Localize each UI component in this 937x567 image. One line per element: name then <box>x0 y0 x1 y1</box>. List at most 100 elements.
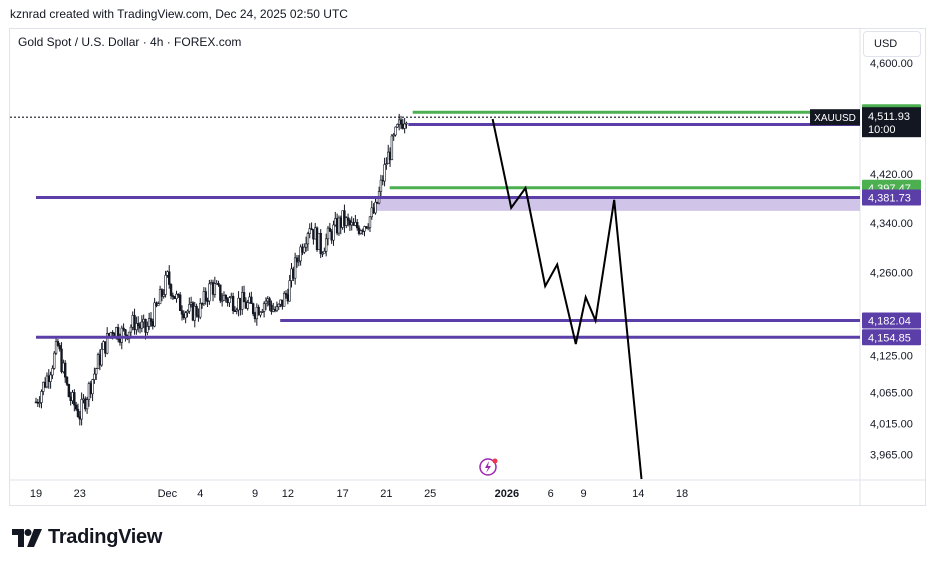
candle-body <box>295 257 299 263</box>
candle-body <box>51 368 54 376</box>
chart-frame <box>9 28 926 506</box>
candle-body <box>277 303 280 307</box>
candle-body <box>326 227 330 240</box>
candle-body <box>368 216 372 228</box>
candle-body <box>235 309 238 312</box>
candle-body <box>257 306 260 316</box>
candle-body <box>80 399 83 420</box>
x-tick-label: 23 <box>74 488 86 500</box>
candle-body <box>162 294 165 297</box>
y-tick-label: 4,065.00 <box>870 388 913 400</box>
candle-body <box>73 392 76 406</box>
x-tick-label: 9 <box>252 488 258 500</box>
candle-body <box>91 379 94 395</box>
candle-body <box>116 327 120 340</box>
candle-body <box>129 326 133 333</box>
candle-body <box>250 296 253 304</box>
x-tick-label: 18 <box>676 488 688 500</box>
y-tick-label: 4,420.00 <box>870 169 913 181</box>
candle-body <box>208 283 211 302</box>
candle-body <box>169 284 173 296</box>
x-tick-label: Dec <box>158 488 178 500</box>
candle-body <box>140 321 144 329</box>
candle-body <box>288 280 291 302</box>
candle-body <box>178 294 182 311</box>
x-tick-label: 12 <box>282 488 294 500</box>
candle-body <box>58 345 61 350</box>
candle-body <box>65 376 69 385</box>
candle-body <box>219 284 222 301</box>
candle-body <box>303 246 306 253</box>
candle-body <box>332 224 335 241</box>
candle-body <box>228 297 231 303</box>
candle-body <box>299 246 302 262</box>
y-tick-label: 4,260.00 <box>870 267 913 279</box>
candle-body <box>261 311 264 313</box>
candle-countdown: 10:00 <box>868 124 896 136</box>
candle-body <box>149 318 153 322</box>
x-tick-label: 6 <box>548 488 554 500</box>
candle-body <box>321 252 324 255</box>
candle-body <box>199 303 202 318</box>
candle-body <box>383 164 386 182</box>
x-tick-label: 14 <box>632 488 644 500</box>
symbol-tag <box>810 109 860 126</box>
candle-body <box>399 119 403 125</box>
supply-zone <box>375 197 860 211</box>
candle-body <box>54 341 58 354</box>
currency-button[interactable]: USD <box>863 31 921 57</box>
candle-body <box>217 283 220 286</box>
candle-body <box>310 228 313 230</box>
candle-body <box>147 318 151 327</box>
level-price-tag <box>862 329 921 346</box>
tradingview-logo-icon <box>12 528 42 547</box>
x-tick-label: 19 <box>30 488 42 500</box>
candle-body <box>164 274 167 295</box>
candle-body <box>392 134 395 137</box>
candle-body <box>111 332 114 334</box>
lightning-icon[interactable] <box>479 458 497 476</box>
candle-body <box>175 293 178 299</box>
candle-body <box>323 250 326 254</box>
tradingview-logo[interactable]: TradingView <box>12 526 162 549</box>
x-tick-label: 21 <box>380 488 392 500</box>
candle-body <box>180 310 184 315</box>
candle-body <box>231 296 235 312</box>
symbol-title[interactable]: Gold Spot / U.S. Dollar · 4h · FOREX.com <box>18 35 242 49</box>
candle-body <box>135 323 138 331</box>
candle-body <box>328 227 332 232</box>
candle-body <box>137 323 140 327</box>
candle-body <box>95 368 98 375</box>
x-tick-label: 9 <box>580 488 586 500</box>
candle-body <box>85 399 89 410</box>
candle-body <box>396 124 399 128</box>
candle-body <box>204 291 207 301</box>
candle-body <box>74 404 78 410</box>
candle-body <box>100 348 103 366</box>
candle-body <box>195 306 198 316</box>
candle-body <box>246 302 249 309</box>
candle-body <box>262 303 266 312</box>
candle-body <box>242 292 246 303</box>
candle-body <box>403 123 406 129</box>
projection-path[interactable] <box>491 118 643 480</box>
candle-body <box>67 384 71 398</box>
y-tick-label: 4,015.00 <box>870 419 913 431</box>
candle-body <box>160 289 164 297</box>
candle-body <box>186 310 189 314</box>
candle-body <box>379 179 383 192</box>
candle-body <box>394 126 397 136</box>
candle-body <box>40 391 43 403</box>
candle-body <box>144 318 147 333</box>
candle-body <box>293 257 297 279</box>
candle-body <box>345 217 348 226</box>
candle-body <box>324 238 328 252</box>
level-price-tag <box>862 189 921 206</box>
candle-body <box>168 271 171 285</box>
y-tick-label: 4,600.00 <box>870 58 913 70</box>
notification-dot <box>492 458 498 464</box>
level-price-label: 4,154.85 <box>868 332 911 344</box>
candle-body <box>282 293 286 307</box>
candle-body <box>38 402 41 404</box>
